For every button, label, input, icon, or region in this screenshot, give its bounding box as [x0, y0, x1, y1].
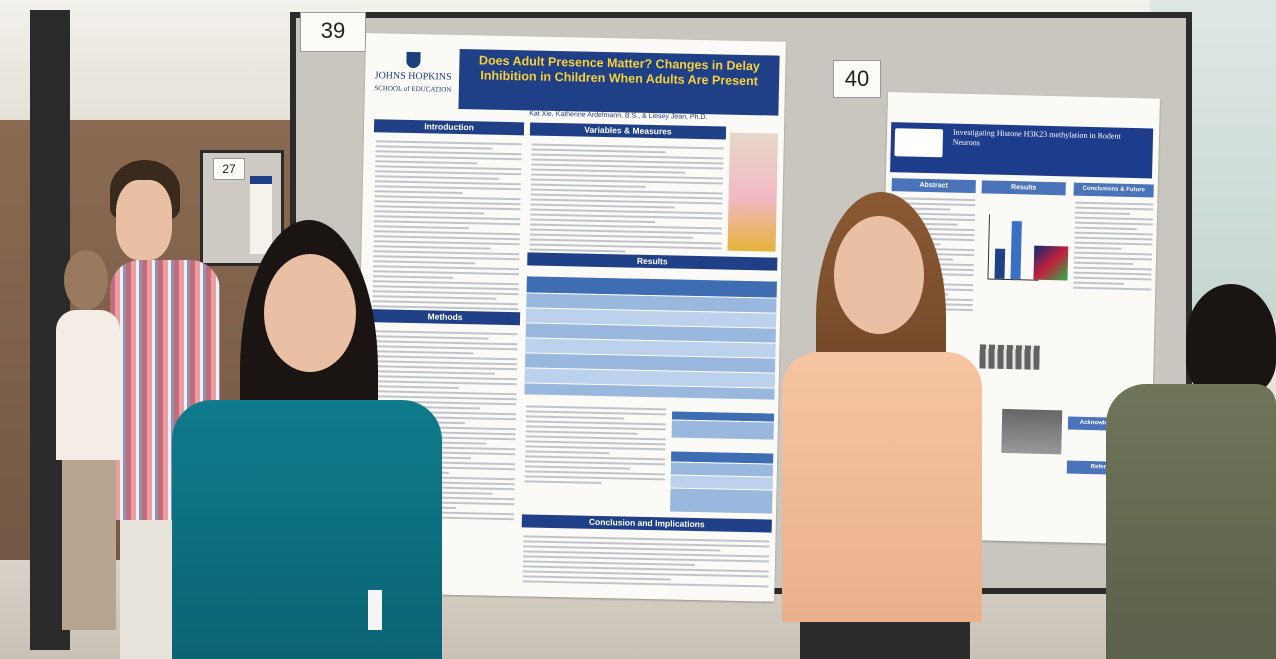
variables-text — [529, 140, 724, 257]
microscopy-image — [1033, 245, 1069, 281]
person-green-jacket — [1106, 284, 1276, 659]
p40-section-results: Results — [981, 180, 1066, 196]
results-table-2 — [671, 411, 775, 440]
person-background-white-top — [56, 250, 126, 630]
school-name: SCHOOL of EDUCATION — [374, 84, 452, 94]
presenter-teal-blouse — [172, 220, 442, 659]
results-table-3 — [670, 451, 774, 514]
section-results: Results — [527, 252, 778, 271]
results-table-1 — [524, 276, 777, 403]
poster-title: Does Adult Presence Matter? Changes in D… — [458, 48, 780, 116]
shield-icon — [406, 51, 421, 69]
board-number-39: 39 — [300, 12, 366, 52]
johns-hopkins-logo: JOHNS HOPKINS SCHOOL of EDUCATION — [373, 51, 454, 96]
background-poster — [250, 176, 272, 254]
section-conclusion: Conclusion and Implications — [521, 514, 772, 533]
results-text — [524, 402, 667, 488]
board-number-40: 40 — [833, 60, 881, 98]
conclusion-text — [522, 532, 770, 590]
conclusions-text — [1073, 199, 1154, 294]
institution-name: JOHNS HOPKINS — [374, 70, 452, 83]
section-variables: Variables & Measures — [529, 122, 727, 140]
gel-image — [1001, 408, 1063, 455]
p40-section-conclusions: Conclusions & Future Directions — [1073, 182, 1154, 206]
name-badge — [368, 590, 382, 630]
poster-40-logo — [894, 128, 944, 158]
board-number-27: 27 — [213, 158, 245, 180]
p40-section-abstract: Abstract — [891, 178, 976, 194]
section-introduction: Introduction — [373, 119, 525, 136]
bar-chart-figure — [987, 214, 1041, 281]
presenter-peach-top — [760, 192, 990, 659]
